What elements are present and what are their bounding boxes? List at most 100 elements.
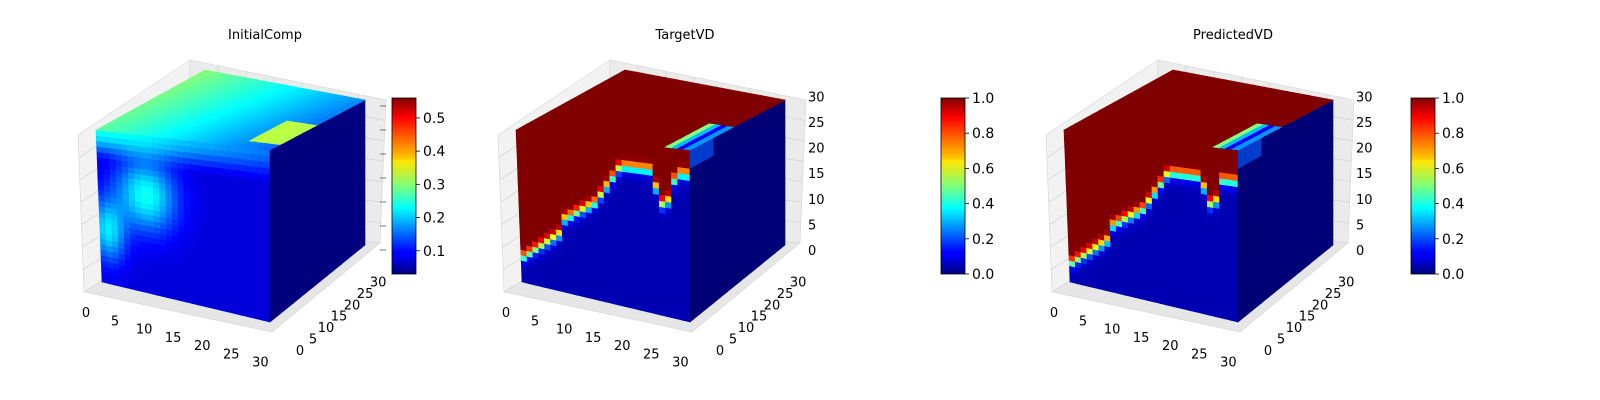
voxel-cell: [683, 155, 691, 163]
voxel-cell: [664, 170, 672, 179]
voxel-cell: [195, 146, 203, 155]
voxel-cell: [251, 183, 259, 192]
voxel-cell: [226, 156, 234, 165]
voxel-cell: [646, 150, 654, 159]
voxel-cell: [226, 144, 234, 153]
voxel-cell: [652, 175, 660, 183]
voxel-cell: [528, 131, 536, 138]
voxel-cell: [652, 181, 660, 189]
voxel-cell: [634, 178, 642, 187]
voxel-cell: [528, 136, 536, 144]
voxel-cell: [220, 155, 228, 164]
voxel-cell: [633, 166, 641, 175]
voxel-cell: [664, 158, 672, 167]
voxel-cell: [571, 141, 579, 149]
voxel-cell: [232, 145, 240, 153]
voxel-cell: [244, 146, 252, 155]
voxel-cell: [238, 158, 246, 166]
voxel-cell: [677, 160, 685, 168]
colorbar-tick-label: 0.4: [423, 144, 445, 160]
voxel-cell: [257, 154, 265, 162]
colorbar: [940, 97, 966, 275]
cube-right-face: [269, 99, 366, 323]
voxel-cell: [238, 176, 246, 184]
voxel-cell: [584, 143, 592, 151]
voxel-cell: [114, 142, 122, 150]
voxel-cell: [646, 162, 654, 171]
x-tick-label: 10: [136, 323, 153, 338]
voxel-cell: [553, 139, 561, 147]
voxel-cell: [559, 140, 567, 148]
voxel-cell: [646, 168, 654, 177]
voxel-cell: [244, 158, 252, 167]
panel-predictedvd: 051015202530051015202530051015202530Pred…: [1045, 28, 1464, 371]
voxel-cell: [621, 171, 629, 179]
voxel-cell: [201, 165, 209, 173]
voxel-cell: [182, 157, 190, 165]
voxel-cell: [263, 161, 271, 169]
voxel-cell: [114, 148, 122, 156]
voxel-cell: [516, 140, 524, 148]
voxel-cell: [164, 143, 172, 151]
x-tick-label: 0: [502, 306, 510, 321]
voxel-cell: [132, 133, 141, 141]
voxel-cell: [683, 161, 691, 169]
voxel-cell: [608, 140, 616, 148]
voxel-cell: [251, 165, 258, 174]
voxel-cell: [621, 141, 629, 150]
x-tick-label: 30: [672, 356, 689, 371]
voxel-cell: [257, 148, 265, 156]
panel-targetvd: 051015202530051015202530051015202530Targ…: [497, 28, 994, 371]
voxel-cell: [1070, 135, 1078, 143]
voxel-cell: [182, 145, 190, 153]
voxel-cell: [189, 175, 197, 183]
voxel-cell: [1088, 132, 1096, 140]
x-tick-label: 5: [111, 314, 119, 329]
voxel-cell: [584, 137, 592, 145]
voxel-cell: [213, 143, 221, 151]
voxel-cell: [182, 139, 190, 147]
voxel-cell: [671, 171, 678, 180]
z-tick-label: 5: [808, 218, 816, 233]
x-tick-label: 20: [614, 339, 631, 354]
voxel-cell: [677, 154, 685, 162]
voxel-cell: [126, 133, 134, 141]
voxel-cell: [621, 147, 629, 155]
voxel-cell: [683, 179, 691, 188]
voxel-cell: [615, 164, 623, 172]
voxel-cell: [232, 169, 240, 177]
voxel-cell: [220, 161, 227, 170]
voxel-cell: [127, 144, 135, 152]
voxel-cell: [590, 138, 598, 146]
voxel-cell: [609, 157, 617, 166]
voxel-cell: [621, 159, 629, 167]
voxel-cell: [245, 170, 252, 179]
voxel-cell: [263, 173, 271, 182]
colorbar-tick-label: 0.2: [423, 211, 445, 227]
voxel-cell: [139, 140, 147, 148]
voxel-cell: [263, 179, 271, 188]
voxel-cell: [602, 151, 610, 159]
voxel-cell: [263, 148, 271, 157]
voxel-cell: [214, 160, 221, 169]
voxel-cell: [615, 158, 623, 166]
voxel-cell: [226, 168, 234, 177]
y-tick-label: 30: [370, 275, 387, 290]
voxel-cell: [664, 146, 672, 155]
voxel-cell: [251, 177, 259, 186]
colorbar-tick-label: 0.8: [972, 126, 994, 142]
voxel-cell: [133, 139, 141, 147]
voxel-cell: [658, 158, 666, 166]
voxel-cell: [213, 155, 221, 163]
voxel-cell: [238, 146, 246, 154]
cube-front-face: [95, 129, 271, 323]
x-tick-label: 20: [194, 339, 211, 354]
z-tick-label: 15: [808, 167, 825, 182]
voxel-cell: [232, 151, 240, 159]
voxel-cell: [139, 134, 147, 142]
voxel-cell: [615, 141, 623, 149]
voxel-cell: [232, 163, 240, 171]
voxel-cell: [164, 137, 172, 145]
voxel-cell: [220, 143, 227, 152]
voxel-cell: [683, 167, 691, 175]
